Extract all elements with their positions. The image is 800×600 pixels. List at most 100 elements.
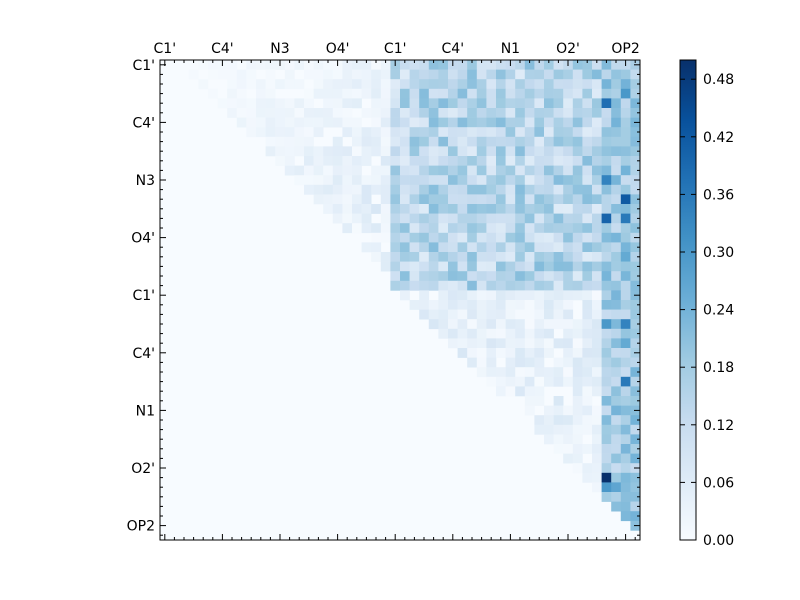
heatmap-cell [592, 309, 602, 320]
heatmap-cell [457, 88, 468, 99]
heatmap-cell [534, 271, 545, 282]
heatmap-cell [438, 184, 449, 195]
heatmap-cell [476, 117, 487, 128]
heatmap-cell [400, 252, 410, 262]
heatmap-cell [620, 280, 631, 291]
heatmap-cell [572, 252, 583, 262]
heatmap-cell [476, 348, 487, 358]
heatmap-cell [467, 175, 478, 186]
heatmap-cell [572, 434, 583, 445]
colorbar-tick-label: 0.18 [703, 360, 734, 376]
heatmap-cell [563, 405, 574, 416]
heatmap-cell [553, 271, 564, 282]
heatmap-cell [361, 175, 372, 186]
heatmap-cell [457, 213, 468, 224]
heatmap-cell [256, 117, 266, 128]
heatmap-cell [496, 88, 506, 99]
heatmap-cell [611, 444, 622, 454]
heatmap-cell [332, 194, 343, 205]
heatmap-cell [601, 136, 612, 147]
heatmap-cell [467, 156, 478, 166]
y-tick-label: O2' [131, 461, 155, 477]
heatmap-cell [544, 88, 554, 99]
heatmap-cell [476, 232, 487, 243]
heatmap-cell [467, 300, 478, 310]
heatmap-cell [332, 117, 343, 128]
heatmap-cell [409, 79, 420, 90]
heatmap-cell [313, 194, 324, 205]
heatmap-cell [419, 300, 430, 310]
heatmap-cell [496, 338, 506, 349]
heatmap-cell [582, 261, 593, 272]
heatmap-cell [534, 424, 545, 435]
y-tick-label: C4' [132, 115, 155, 131]
colorbar: 0.00 0.06 0.12 0.18 0.24 0.30 0.36 0.42 0.48 [679, 59, 734, 549]
heatmap-cell [409, 136, 420, 147]
heatmap-cell [592, 232, 602, 243]
heatmap-cell [400, 280, 410, 291]
heatmap-cell [524, 252, 535, 262]
heatmap-cell [553, 88, 564, 99]
heatmap-cell [582, 367, 593, 378]
heatmap-cell [361, 69, 372, 80]
heatmap-cell [467, 290, 478, 301]
heatmap-cell [620, 492, 631, 502]
heatmap-cell [582, 146, 593, 157]
heatmap-cell [620, 184, 631, 195]
heatmap-cell [400, 290, 410, 301]
heatmap-cell [611, 69, 622, 80]
heatmap-cell [563, 223, 574, 234]
heatmap-cell [342, 79, 353, 90]
heatmap-cell [534, 213, 545, 224]
heatmap-cell [496, 271, 506, 282]
heatmap-cell [486, 242, 497, 253]
heatmap-cell [448, 290, 458, 301]
heatmap-cell [611, 223, 622, 234]
heatmap-cell [390, 156, 401, 166]
heatmap-cell [428, 232, 439, 243]
heatmap-cell [553, 232, 564, 243]
heatmap-cell [476, 290, 487, 301]
heatmap-cell [553, 300, 564, 310]
heatmap-cell [524, 232, 535, 243]
heatmap-cell [457, 300, 468, 310]
heatmap-cell [380, 108, 391, 118]
heatmap-cell [620, 98, 631, 109]
heatmap-cell [563, 290, 574, 301]
heatmap-cell [630, 69, 641, 80]
heatmap-cell [620, 146, 631, 157]
heatmap-cell [563, 127, 574, 138]
heatmap-cell [332, 146, 343, 157]
heatmap-cell [361, 146, 372, 157]
heatmap-cell [563, 424, 574, 435]
heatmap-cell [342, 194, 353, 205]
heatmap-cell [371, 79, 382, 90]
heatmap-cell [592, 261, 602, 272]
heatmap-cell [592, 424, 602, 435]
heatmap-cell [572, 319, 583, 330]
heatmap-cell [380, 60, 391, 70]
heatmap-cell [342, 165, 353, 176]
heatmap-cell [371, 242, 382, 253]
heatmap-cell [544, 98, 554, 109]
heatmap-cell [534, 232, 545, 243]
heatmap-cell [304, 98, 314, 109]
heatmap-cell [544, 194, 554, 205]
heatmap-cell [592, 453, 602, 464]
colorbar-tick-label: 0.12 [703, 418, 734, 434]
heatmap-cell [601, 405, 612, 416]
heatmap-cell [544, 261, 554, 272]
heatmap-cell [553, 146, 564, 157]
heatmap-cell [630, 492, 641, 502]
heatmap-cell [400, 242, 410, 253]
heatmap-cell [467, 309, 478, 320]
heatmap-cell [332, 108, 343, 118]
heatmap-cell [524, 136, 535, 147]
heatmap-cell [524, 367, 535, 378]
heatmap-cell [496, 280, 506, 291]
heatmap-cell [486, 175, 497, 186]
heatmap-cell [265, 127, 276, 138]
heatmap-cell [553, 69, 564, 80]
heatmap-cell [400, 156, 410, 166]
